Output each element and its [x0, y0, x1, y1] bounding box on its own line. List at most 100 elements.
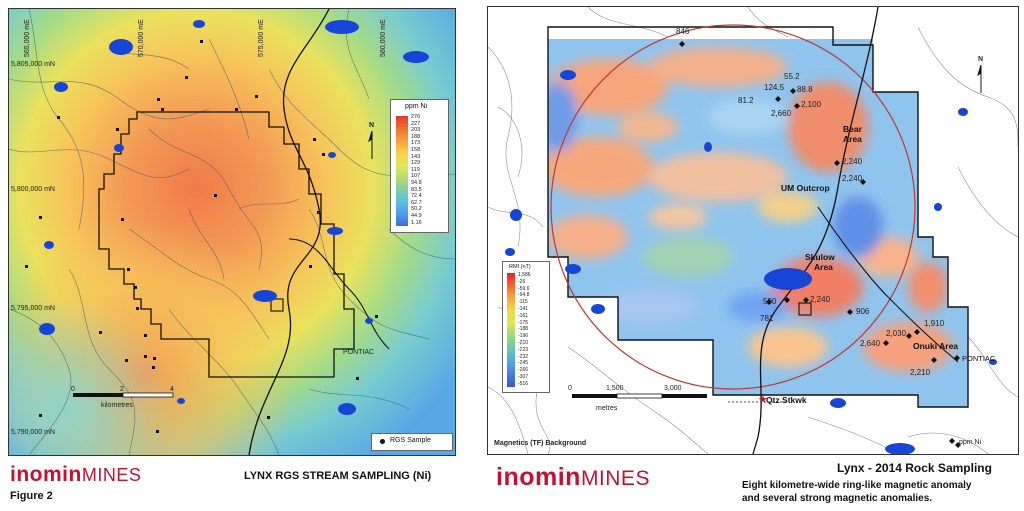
legend-value: 143	[411, 153, 421, 160]
sample-dot-icon	[380, 439, 385, 444]
claim-boundary	[98, 111, 355, 378]
north-arrow-icon: N	[977, 56, 983, 93]
legend-value: -307	[518, 373, 529, 380]
svg-text:Area: Area	[843, 134, 862, 144]
sample-diamond-icon	[949, 438, 955, 444]
ppm-ni-legend: ppm Ni 276 227 203 188 173 158 143 129 119 107 94.…	[390, 99, 449, 233]
legend-value: -141	[518, 305, 529, 312]
svg-text:88.8: 88.8	[797, 85, 813, 94]
svg-text:4: 4	[170, 386, 174, 393]
svg-text:Area: Area	[814, 262, 833, 272]
svg-text:2,240: 2,240	[810, 295, 831, 304]
right-map-subtitle-1: Eight kilometre-wide ring-like magnetic …	[742, 480, 972, 491]
lakes	[505, 70, 997, 454]
legend-value: -223	[518, 346, 529, 353]
svg-text:2: 2	[120, 386, 124, 393]
legend-value: 94.8	[411, 179, 422, 186]
legend-value: 129	[411, 160, 421, 167]
legend-value: -245	[518, 360, 529, 367]
legend-value: 188	[411, 133, 421, 140]
grid-north-label: 5,790,000 mN	[11, 429, 55, 436]
svg-text:PONTIAC: PONTIAC	[962, 354, 996, 363]
rock-sampling-map: ★ 846 55.2 124.5 88.8 81.2	[487, 6, 1019, 455]
svg-text:Onuki Area: Onuki Area	[913, 341, 958, 351]
qtz-stkwk-star-icon: ★	[758, 393, 768, 406]
legend-color-ramp	[396, 116, 408, 226]
legend-value: 158	[411, 146, 421, 153]
svg-text:Bear: Bear	[843, 124, 863, 134]
svg-text:2,100: 2,100	[801, 100, 822, 109]
road	[817, 206, 959, 363]
svg-text:1,910: 1,910	[924, 319, 945, 328]
svg-text:2,640: 2,640	[860, 339, 881, 348]
svg-text:2,240: 2,240	[842, 174, 863, 183]
right-map-title: Lynx - 2014 Rock Sampling	[837, 461, 992, 475]
scale-bar: 0 1,500 3,000 metres	[568, 385, 707, 412]
legend-title: ppm Ni	[405, 103, 428, 110]
svg-text:kilometres: kilometres	[101, 402, 133, 409]
grid-east-label: 575,000 mE	[258, 19, 265, 57]
legend-color-ramp	[507, 273, 515, 387]
legend-value: -115	[518, 299, 528, 306]
ppm-ni-sample-legend: ppm Ni	[949, 438, 982, 446]
grid-east-label: 570,000 mE	[138, 19, 145, 57]
svg-text:3,000: 3,000	[664, 385, 682, 392]
legend-value: 203	[411, 127, 421, 134]
rgs-sample-legend: RGS Sample	[371, 433, 453, 451]
target-box	[798, 302, 812, 316]
legend-value: 1,586	[518, 272, 531, 278]
legend-value: -161	[518, 312, 529, 319]
legend-value: 107	[411, 173, 421, 180]
legend-values: 276 227 203 188 173 158 143 129 119 107 94.8 83.5 72…	[411, 114, 445, 226]
left-map-title: LYNX RGS STREAM SAMPLING (Ni)	[244, 470, 432, 482]
grid-east-label: 565,000 mE	[24, 19, 31, 57]
company-logo: inominMINES	[10, 463, 142, 486]
sample-value-labels: 846 55.2 124.5 88.8 81.2 2,100 2,660 2,2…	[676, 27, 945, 377]
figure-label: Figure 2	[10, 490, 53, 502]
svg-text:2,660: 2,660	[771, 109, 792, 118]
area-labels: Bear Area UM Outcrop Skulow Area Onuki A…	[766, 124, 996, 405]
svg-text:Skulow: Skulow	[805, 252, 835, 262]
left-map-canvas: 5,805,000 mN 5,800,000 mN 5,795,000 mN 5…	[9, 9, 455, 455]
svg-text:ppm Ni: ppm Ni	[959, 439, 982, 446]
place-label-pontiac: PONTIAC	[343, 349, 374, 356]
svg-text:0: 0	[568, 385, 572, 392]
road	[248, 9, 330, 455]
background-label: Magnetics (TF) Background	[494, 440, 586, 447]
road	[752, 7, 879, 454]
stream-network	[9, 9, 455, 455]
svg-text:590: 590	[763, 297, 777, 306]
right-map-subtitle-2: and several strong magnetic anomalies.	[742, 493, 933, 504]
legend-value: -210	[518, 339, 529, 346]
legend-value: -59.6	[518, 285, 530, 292]
legend-value: -26	[518, 278, 526, 285]
svg-text:81.2: 81.2	[738, 96, 754, 105]
target-box	[270, 298, 284, 312]
legend-values: 1,586 -26 -59.6 -94.8 -115 -141 -161 -175 -188 -1…	[518, 272, 548, 388]
grid-north-label: 5,805,000 mN	[11, 61, 55, 68]
svg-text:781: 781	[760, 314, 774, 323]
grid-north-label: 5,795,000 mN	[11, 305, 55, 312]
legend-value: 276	[411, 114, 421, 120]
svg-text:metres: metres	[596, 405, 618, 412]
legend-value: 119	[411, 166, 420, 173]
claim-boundary	[547, 26, 969, 408]
magnetics-legend: RMI (nT) 1,586 -26 -59.6 -94.8 -115 -141 -161-…	[502, 261, 550, 393]
grid-north-label: 5,800,000 mN	[11, 186, 55, 193]
right-map-canvas: ★ 846 55.2 124.5 88.8 81.2	[488, 7, 1018, 454]
legend-value: 44.9	[411, 212, 422, 219]
rgs-sample-points	[25, 40, 378, 433]
svg-text:2,240: 2,240	[842, 157, 863, 166]
company-logo: inominMINES	[496, 463, 650, 491]
scale-bar: 0 2 4 kilometres	[71, 386, 174, 409]
legend-value: 72.4	[411, 193, 422, 200]
svg-text:55.2: 55.2	[784, 72, 800, 81]
legend-value: -232	[518, 353, 529, 360]
svg-text:1,500: 1,500	[606, 385, 624, 392]
legend-value: -94.8	[518, 292, 530, 299]
legend-value: 227	[411, 120, 421, 127]
legend-value: 173	[411, 140, 421, 147]
grid-east-label: 580,000 mE	[380, 19, 387, 57]
svg-text:124.5: 124.5	[764, 83, 785, 92]
legend-value: -516	[518, 380, 529, 387]
